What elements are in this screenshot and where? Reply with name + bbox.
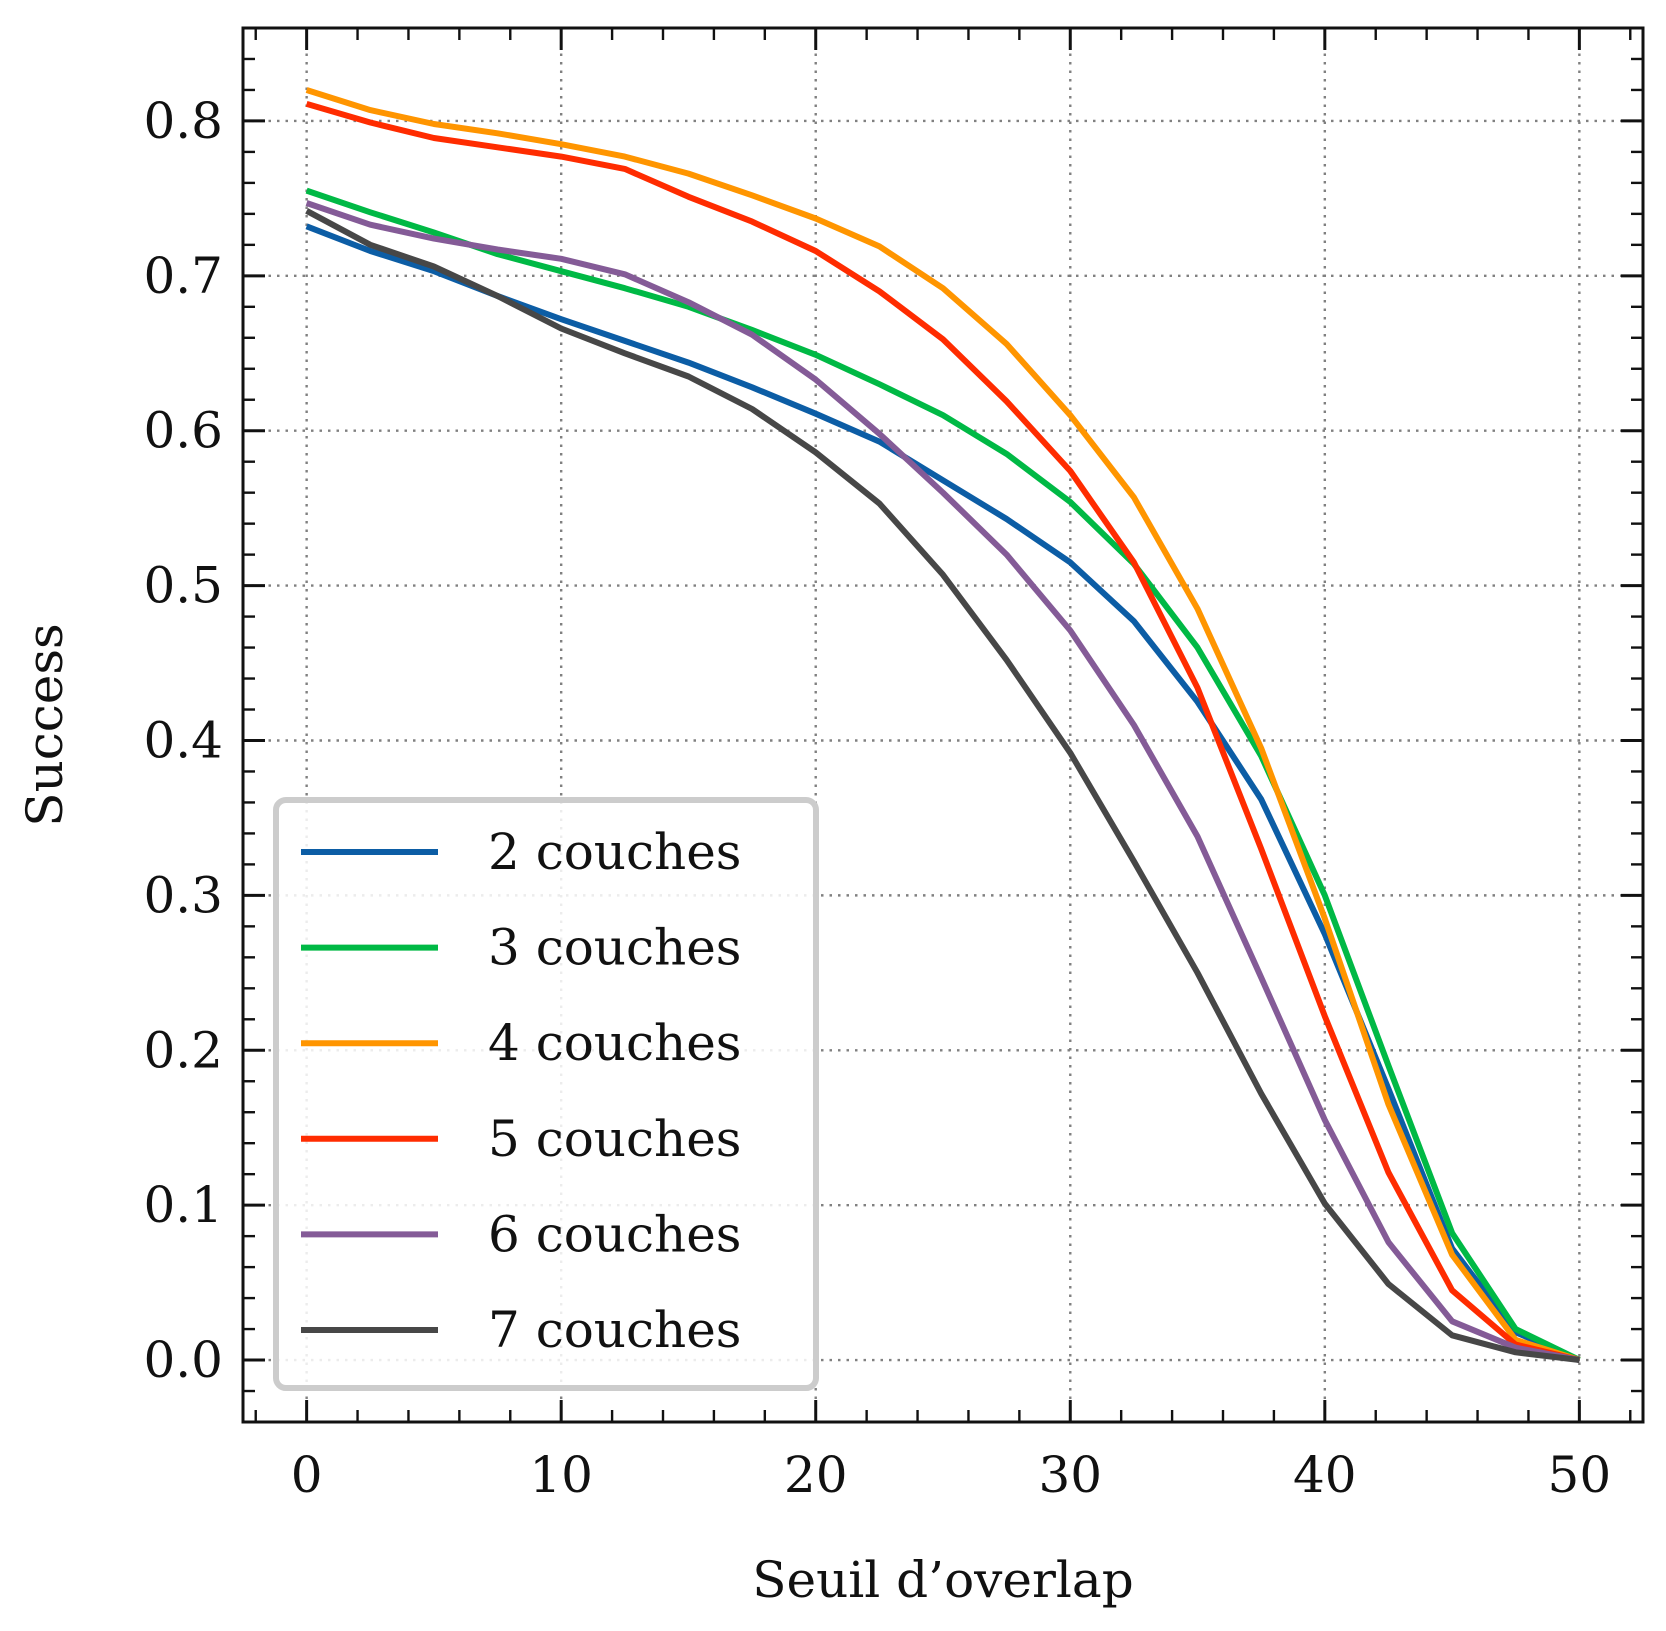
y-tick-label: 0.0	[143, 1331, 223, 1389]
legend-entry-label: 6 couches	[488, 1205, 741, 1263]
x-tick-label: 20	[784, 1446, 848, 1504]
tick-labels: 0 10 20 30 40 50 0.0 0.1 0.2 0.3 0.4 0.5 0.6 0.7 0.8	[143, 92, 1611, 1504]
axes	[241, 26, 1645, 1424]
legend: 2 couches 3 couches 4 couches 5 couches 6 co…	[273, 797, 819, 1391]
grid	[243, 28, 1643, 1422]
series-line	[305, 101, 1581, 1363]
series-line	[305, 187, 1581, 1363]
y-tick-label: 0.3	[143, 866, 223, 924]
series-line	[305, 200, 1580, 1363]
y-tick-label: 0.6	[143, 402, 223, 460]
legend-entry-label: 2 couches	[488, 823, 741, 881]
plot-frame	[241, 26, 1645, 1424]
series-line	[305, 87, 1581, 1363]
y-tick-label: 0.1	[143, 1176, 223, 1234]
legend-entry-label: 7 couches	[488, 1301, 741, 1359]
legend-entry-label: 5 couches	[488, 1110, 741, 1168]
x-tick-label: 50	[1548, 1446, 1612, 1504]
y-axis-label: Success	[16, 623, 74, 826]
legend-entry-label: 4 couches	[488, 1014, 741, 1072]
y-tick-label: 0.8	[143, 92, 223, 150]
series-line	[305, 208, 1580, 1363]
y-tick-label: 0.5	[143, 557, 223, 615]
x-tick-label: 0	[291, 1446, 323, 1504]
legend-box	[273, 797, 819, 1391]
y-tick-label: 0.2	[143, 1021, 223, 1079]
x-tick-label: 40	[1293, 1446, 1357, 1504]
x-tick-label: 30	[1038, 1446, 1102, 1504]
series-lines	[305, 87, 1581, 1363]
legend-entry-label: 3 couches	[488, 919, 741, 977]
y-tick-label: 0.4	[143, 711, 223, 769]
ticks	[243, 26, 1643, 1424]
y-tick-label: 0.7	[143, 247, 223, 305]
x-tick-label: 10	[529, 1446, 593, 1504]
x-axis-label: Seuil d’overlap	[752, 1551, 1133, 1609]
